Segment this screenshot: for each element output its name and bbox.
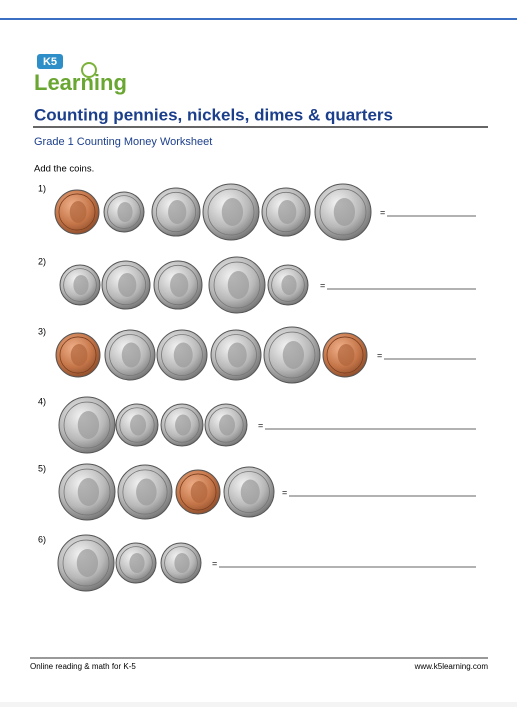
problem-number: 6) <box>38 534 46 544</box>
coin-relief <box>136 479 157 506</box>
footer-right: www.k5learning.com <box>414 662 489 671</box>
coin-relief <box>283 341 304 369</box>
page: {"logo": {"badge": "K5", "text": "Learni… <box>0 0 517 702</box>
coin-relief <box>338 344 355 366</box>
coin-relief <box>228 271 249 299</box>
coin-relief <box>78 478 99 506</box>
equals: = <box>258 420 263 430</box>
coin-relief <box>222 198 243 226</box>
coin-relief <box>228 343 247 368</box>
coin-relief <box>130 415 146 436</box>
coin-relief <box>175 415 191 436</box>
problem-number: 5) <box>38 463 46 473</box>
coin-relief <box>170 273 188 297</box>
coin-relief <box>117 202 132 222</box>
coin-relief <box>191 481 208 503</box>
subtitle: Grade 1 Counting Money Worksheet <box>34 136 212 148</box>
equals: = <box>380 207 385 217</box>
coin-relief <box>174 553 189 573</box>
coin-relief <box>219 415 235 436</box>
coin-relief <box>71 344 88 366</box>
logo-text: Learning <box>34 70 127 95</box>
coin-relief <box>334 198 355 226</box>
coin-relief <box>73 275 88 295</box>
instruction: Add the coins. <box>34 164 94 175</box>
coin-relief <box>168 200 186 224</box>
title: Counting pennies, nickels, dimes & quart… <box>34 105 393 124</box>
coin-relief <box>129 553 144 573</box>
problem-number: 1) <box>38 183 46 193</box>
problem-number: 2) <box>38 256 46 266</box>
problem-number: 3) <box>38 326 46 336</box>
logo-badge: K5 <box>43 56 57 68</box>
coin-relief <box>118 273 136 297</box>
equals: = <box>377 350 382 360</box>
equals: = <box>320 280 325 290</box>
coin-relief <box>78 411 99 439</box>
problem-number: 4) <box>38 396 46 406</box>
coin-relief <box>281 275 296 295</box>
coin-relief <box>77 549 98 577</box>
coin-relief <box>70 201 87 223</box>
coin-relief <box>174 343 193 368</box>
equals: = <box>212 558 217 568</box>
worksheet: K5 Learning Counting pennies, nickels, d… <box>0 0 517 702</box>
coin-relief <box>278 200 296 224</box>
footer-left: Online reading & math for K-5 <box>30 662 136 671</box>
coin-relief <box>241 480 260 505</box>
equals: = <box>282 487 287 497</box>
coin-relief <box>122 343 141 368</box>
